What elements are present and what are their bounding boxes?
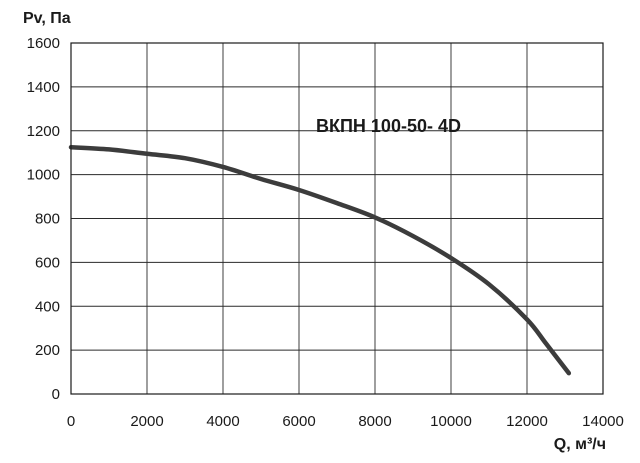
y-tick-label: 1400: [27, 79, 60, 96]
plot-frame: [70, 42, 604, 395]
y-tick-label: 600: [35, 254, 60, 271]
y-axis-title: Pv, Па: [23, 10, 71, 27]
x-tick-label: 10000: [430, 413, 472, 430]
x-tick-label: 0: [67, 413, 75, 430]
x-tick-label: 14000: [582, 413, 624, 430]
y-tick-label: 1000: [27, 167, 60, 184]
y-tick-label: 400: [35, 298, 60, 315]
x-tick-label: 6000: [282, 413, 315, 430]
y-tick-labels: 0 200 400 600 800 1000 1200 1400 1600: [27, 35, 60, 403]
x-tick-label: 2000: [130, 413, 163, 430]
x-tick-label: 12000: [506, 413, 548, 430]
y-tick-label: 800: [35, 211, 60, 228]
x-axis-title: Q, м³/ч: [554, 436, 606, 453]
y-tick-label: 1200: [27, 123, 60, 140]
series-label: ВКПН 100-50- 4D: [316, 116, 461, 136]
grid: [70, 42, 604, 395]
y-tick-label: 1600: [27, 35, 60, 52]
y-tick-label: 0: [52, 386, 60, 403]
x-tick-labels: 0 2000 4000 6000 8000 10000 12000 14000: [67, 413, 624, 430]
x-tick-label: 8000: [358, 413, 391, 430]
series-line: [68, 144, 572, 376]
y-tick-label: 200: [35, 342, 60, 359]
x-tick-label: 4000: [206, 413, 239, 430]
curves: [68, 144, 572, 376]
